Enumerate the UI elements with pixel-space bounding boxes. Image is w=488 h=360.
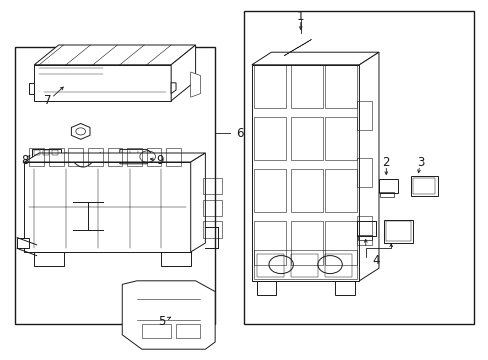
Bar: [254, 169, 285, 212]
Bar: [203, 221, 222, 238]
Bar: [34, 252, 63, 266]
Bar: [29, 148, 44, 166]
Bar: [256, 281, 276, 295]
Bar: [146, 148, 161, 166]
Polygon shape: [29, 83, 34, 94]
Bar: [24, 162, 190, 252]
Bar: [203, 178, 222, 194]
Bar: [290, 65, 322, 108]
Bar: [378, 179, 397, 193]
Bar: [290, 169, 322, 212]
Text: 1: 1: [296, 10, 304, 23]
Bar: [290, 221, 322, 265]
Polygon shape: [17, 238, 29, 248]
Bar: [254, 221, 285, 265]
Bar: [380, 192, 393, 197]
Bar: [334, 281, 354, 295]
Bar: [356, 158, 371, 187]
Bar: [161, 252, 190, 266]
Bar: [166, 148, 181, 166]
Bar: [412, 178, 434, 194]
Bar: [356, 101, 371, 130]
Text: 9: 9: [156, 154, 164, 167]
Bar: [410, 176, 437, 196]
Bar: [290, 254, 317, 277]
Polygon shape: [171, 45, 195, 101]
Text: 3: 3: [416, 156, 424, 169]
Text: 5: 5: [157, 315, 165, 328]
Polygon shape: [122, 281, 215, 349]
Bar: [358, 235, 371, 240]
Polygon shape: [284, 40, 311, 56]
Bar: [127, 148, 142, 166]
Polygon shape: [71, 123, 90, 139]
Bar: [68, 148, 83, 166]
Bar: [88, 148, 102, 166]
Bar: [254, 117, 285, 160]
Bar: [32, 149, 61, 157]
Bar: [176, 324, 200, 338]
Text: 4: 4: [372, 255, 380, 267]
Bar: [256, 254, 283, 277]
Bar: [43, 150, 49, 155]
Bar: [325, 254, 351, 277]
Polygon shape: [190, 72, 200, 97]
Polygon shape: [24, 153, 205, 162]
Bar: [251, 65, 359, 281]
Bar: [52, 150, 58, 155]
Polygon shape: [120, 149, 150, 164]
Polygon shape: [190, 153, 205, 252]
Bar: [254, 250, 356, 279]
Bar: [254, 65, 285, 108]
Bar: [203, 200, 222, 216]
Text: 7: 7: [44, 94, 52, 107]
Bar: [383, 220, 412, 243]
Text: 8: 8: [21, 154, 29, 167]
Bar: [49, 148, 63, 166]
Bar: [290, 117, 322, 160]
Bar: [15, 47, 215, 324]
Bar: [325, 65, 356, 108]
Bar: [34, 150, 40, 155]
Polygon shape: [171, 83, 176, 94]
Text: 6: 6: [235, 127, 243, 140]
Bar: [244, 11, 473, 324]
Polygon shape: [34, 45, 195, 65]
Bar: [356, 216, 371, 245]
Text: 2: 2: [382, 156, 389, 169]
Bar: [356, 221, 375, 236]
Bar: [325, 169, 356, 212]
Bar: [325, 221, 356, 265]
Polygon shape: [359, 52, 378, 281]
Bar: [142, 324, 171, 338]
Polygon shape: [251, 52, 378, 65]
Bar: [386, 221, 410, 241]
Bar: [107, 148, 122, 166]
Bar: [325, 117, 356, 160]
Polygon shape: [34, 65, 171, 101]
